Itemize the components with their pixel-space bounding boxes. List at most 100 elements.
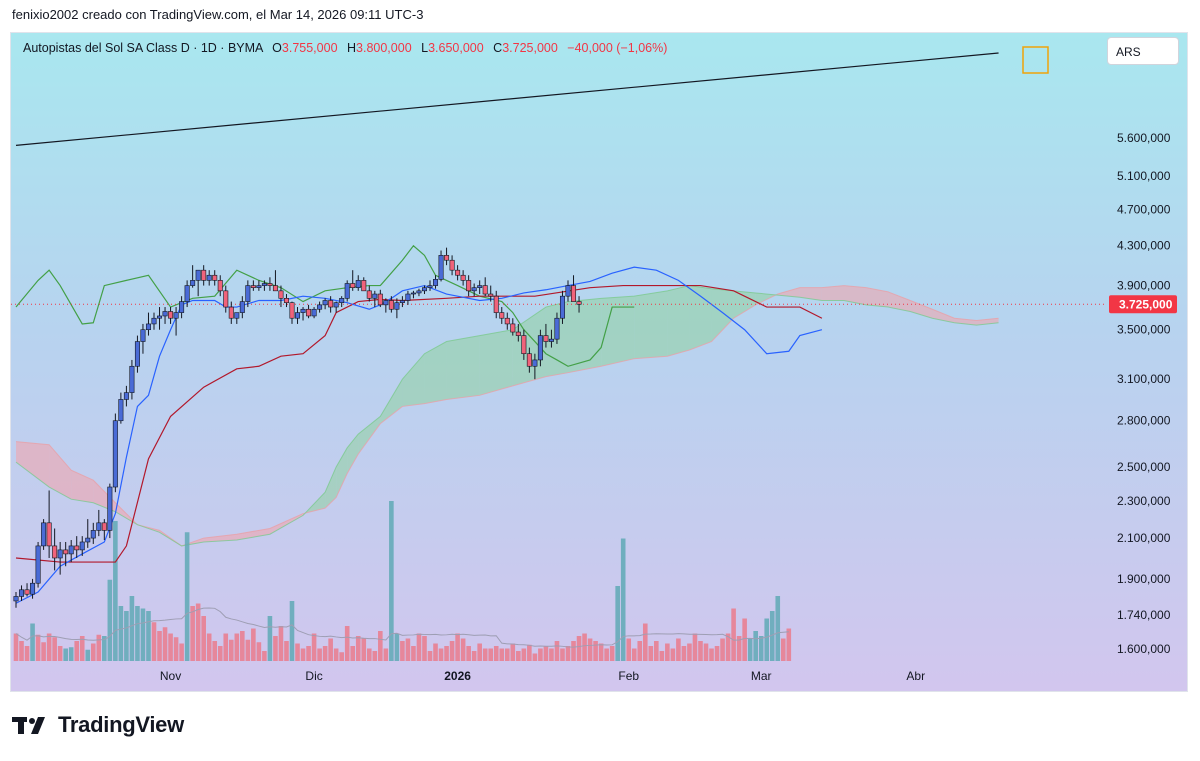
volume-bar — [422, 636, 427, 661]
candle-body — [190, 280, 196, 286]
volume-bar — [234, 633, 240, 661]
cloud-segment — [866, 287, 889, 308]
cloud-segment — [777, 287, 800, 298]
volume-bar — [85, 649, 91, 661]
candle-body — [311, 308, 317, 317]
candle-body — [295, 312, 301, 319]
y-tick-label: 3.500,000 — [1117, 323, 1171, 337]
candle-body — [460, 274, 466, 281]
volume-bar — [256, 642, 262, 661]
volume-bar — [703, 643, 709, 661]
candle-body — [482, 285, 488, 295]
candle-body — [477, 285, 483, 288]
volume-bar — [565, 646, 571, 661]
volume-bar — [582, 633, 587, 661]
close-value: 3.725,000 — [502, 41, 558, 55]
kijun-sen-line — [15, 284, 823, 563]
volume-bar — [267, 616, 273, 661]
volume-bar — [593, 641, 598, 661]
volume-bar — [344, 626, 350, 661]
volume-bar — [416, 633, 422, 661]
candle-body — [101, 522, 107, 531]
volume-bar — [764, 618, 770, 661]
candle-body — [405, 293, 411, 301]
cloud-segment — [479, 329, 513, 396]
candle-body — [261, 283, 267, 286]
candle-body — [35, 545, 41, 584]
candle-body — [256, 285, 262, 288]
volume-bar — [543, 646, 549, 661]
candle-body — [576, 301, 582, 305]
volume-bar — [670, 648, 676, 661]
candle-body — [278, 290, 284, 299]
volume-bar — [615, 586, 620, 661]
volume-bar — [742, 618, 747, 661]
volume-bar — [394, 633, 400, 661]
cloud-segment — [910, 300, 933, 319]
price-chart[interactable]: 5.600,000 5.100,000 4.700,000 4.300,000 3.90… — [11, 33, 1187, 691]
volume-bar — [405, 638, 411, 661]
volume-bar — [245, 639, 251, 661]
candle-body — [245, 285, 251, 302]
candle-body — [521, 335, 527, 355]
volume-bar — [322, 646, 328, 661]
volume-bar — [598, 643, 604, 661]
volume-bar — [438, 648, 444, 661]
open-label: O — [272, 41, 282, 55]
candle-body — [283, 298, 289, 303]
candle-body — [289, 302, 295, 319]
candle-body — [112, 420, 118, 488]
candle-body — [201, 269, 207, 281]
cloud-segment — [71, 470, 94, 503]
volume-bar — [455, 633, 460, 661]
x-tick-label: 2026 — [444, 669, 471, 683]
volume-bar — [521, 648, 527, 661]
candle-body — [19, 589, 25, 597]
volume-bar — [449, 641, 455, 661]
volume-bar — [333, 648, 339, 661]
volume-bar — [780, 638, 786, 661]
candle-body — [571, 285, 577, 302]
y-tick-label: 2.800,000 — [1117, 414, 1171, 428]
volume-bar — [725, 633, 731, 661]
high-value: 3.800,000 — [356, 41, 412, 55]
candle-body — [383, 300, 389, 306]
volume-bar — [212, 641, 218, 661]
volume-bar — [102, 636, 107, 661]
volume-bar — [714, 646, 720, 661]
currency-button[interactable]: ARS — [1107, 37, 1179, 65]
candle-body — [471, 287, 477, 292]
volume-bar — [195, 603, 201, 661]
volume-bar — [411, 646, 416, 661]
chart-attribution: fenixio2002 creado con TradingView.com, … — [12, 7, 424, 22]
candle-body — [162, 311, 168, 317]
volume-bar — [609, 646, 615, 661]
volume-bar — [433, 643, 438, 661]
volume-bar — [57, 646, 63, 661]
volume-bar — [30, 623, 35, 661]
candle-body — [239, 301, 245, 313]
cloud-segment — [568, 298, 602, 373]
candle-body — [206, 274, 212, 281]
volume-bar — [665, 643, 670, 661]
volume-bar — [124, 611, 129, 661]
candle-body — [52, 545, 58, 559]
volume-bar — [46, 633, 52, 661]
volume-bar — [129, 596, 135, 661]
volume-bar — [317, 648, 322, 661]
candle-body — [267, 283, 273, 286]
volume-bar — [201, 616, 206, 661]
tradingview-logo-icon — [12, 717, 45, 734]
candle-body — [366, 290, 372, 299]
volume-bar — [206, 633, 212, 661]
cloud-segment — [446, 335, 480, 400]
volume-bar — [758, 636, 764, 661]
candle-body — [179, 301, 185, 313]
volume-bar — [63, 648, 68, 661]
candle-body — [526, 353, 532, 367]
high-label: H — [347, 41, 357, 55]
volume-bar — [355, 636, 361, 661]
volume-bar — [289, 601, 295, 661]
volume-bar — [135, 606, 140, 661]
chart-frame[interactable]: 5.600,000 5.100,000 4.700,000 4.300,000 3.90… — [10, 32, 1188, 692]
